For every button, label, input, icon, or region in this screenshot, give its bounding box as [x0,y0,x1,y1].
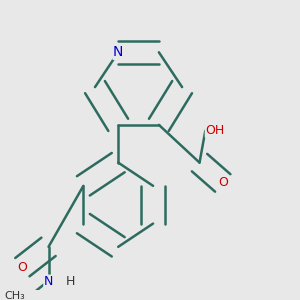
Text: N: N [44,275,53,288]
Text: H: H [66,275,75,288]
Text: OH: OH [205,124,225,137]
Text: N: N [113,45,123,59]
Text: O: O [218,176,228,189]
Text: CH₃: CH₃ [4,291,25,300]
Text: O: O [17,261,27,274]
